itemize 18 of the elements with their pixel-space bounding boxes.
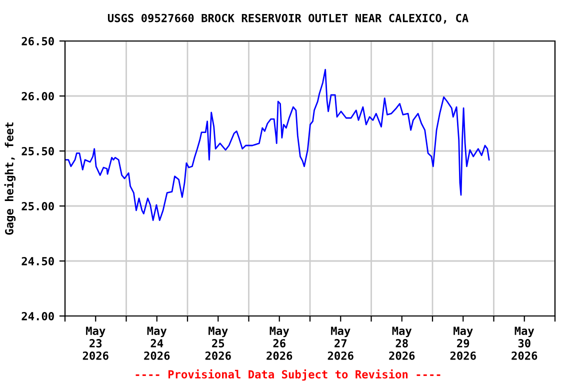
y-tick-label: 24.00 — [22, 312, 54, 320]
y-tick-label: 25.00 — [22, 202, 54, 210]
y-tick-label: 24.50 — [22, 256, 54, 266]
x-tick-label: May 26 2026 — [266, 326, 292, 360]
chart-title: USGS 09527660 BROCK RESERVOIR OUTLET NEAR CALEXICO, CA — [108, 14, 468, 24]
text: ---- Provisional Data Subject to Revision ---- — [136, 369, 440, 381]
x-tick-label: May 28 2026 — [389, 326, 415, 360]
x-tick-label: May 30 2026 — [512, 326, 538, 360]
y-tick-label: 26.00 — [22, 92, 54, 100]
y-tick-label: 25.50 — [22, 146, 54, 156]
y-tick-label: 26.50 — [22, 36, 54, 46]
x-tick-label: May 27 2026 — [328, 326, 354, 360]
x-tick-label: May 24 2026 — [144, 326, 170, 360]
y-axis-title: Gage height, feet — [4, 122, 16, 235]
x-tick-label: May 25 2026 — [205, 326, 231, 360]
x-tick-label: May 29 2026 — [450, 326, 476, 360]
x-tick-label: May 23 2026 — [82, 326, 108, 360]
line-series — [65, 68, 490, 221]
